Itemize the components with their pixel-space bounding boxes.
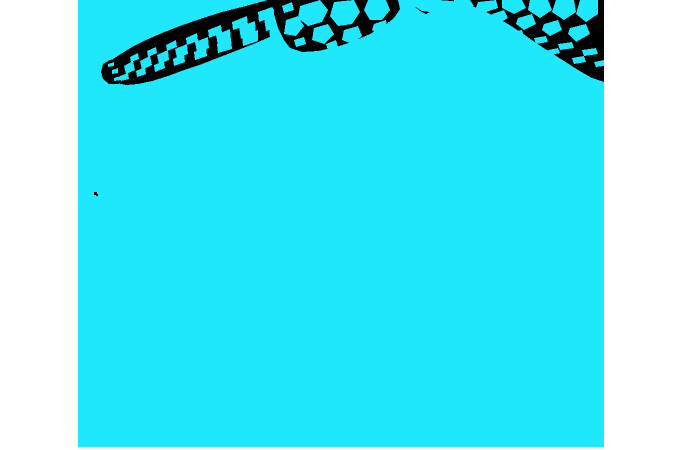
- central-truss-mass: [268, 0, 436, 52]
- isolated-speck-tail: [96, 194, 98, 196]
- top-notch: [408, 0, 450, 12]
- segmented-image-area: [78, 0, 604, 447]
- isolated-speck: [94, 192, 97, 195]
- segmentation-mask-svg: [94, 0, 604, 196]
- right-truss-arm: [438, 0, 604, 82]
